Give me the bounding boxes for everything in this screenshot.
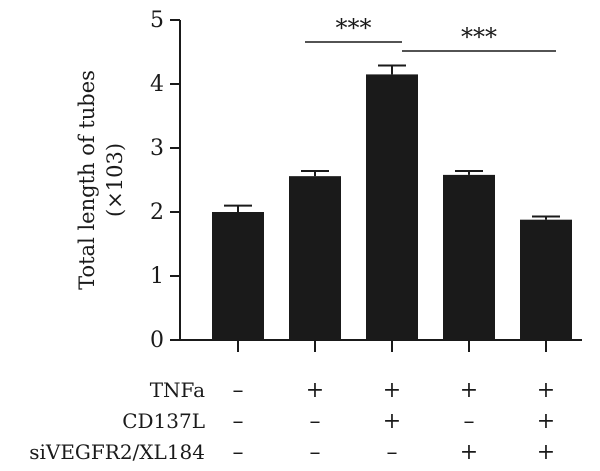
treatment-sign: +: [306, 378, 324, 403]
treatment-sign: +: [460, 440, 478, 465]
treatment-sign: –: [387, 440, 398, 465]
bars: [212, 74, 572, 341]
y-tick-label: 3: [150, 136, 164, 161]
bar: [443, 174, 495, 340]
treatment-sign: –: [464, 409, 475, 434]
bar: [520, 219, 572, 340]
significance-label: ***: [461, 23, 497, 51]
bar: [212, 212, 264, 340]
error-bars: [224, 64, 560, 220]
treatment-sign: +: [537, 409, 555, 434]
treatment-sign: –: [233, 440, 244, 465]
treatment-sign: +: [383, 378, 401, 403]
y-tick-label: 4: [150, 72, 164, 97]
treatment-sign: +: [537, 440, 555, 465]
y-tick-label: 5: [150, 8, 164, 33]
treatment-label: siVEGFR2/XL184: [29, 440, 205, 464]
treatment-sign: –: [310, 409, 321, 434]
treatment-sign: –: [310, 440, 321, 465]
significance-label: ***: [336, 14, 372, 42]
treatment-label: TNFa: [150, 378, 205, 402]
treatment-sign: +: [460, 378, 478, 403]
y-tick-label: 2: [150, 200, 164, 225]
significance-brackets: *** ***: [305, 14, 556, 52]
treatment-table: TNFa – + + + + CD137L – – + – + siVEGFR2/XL184 – – – + +: [29, 378, 555, 465]
bar: [366, 74, 418, 341]
y-axis-title-line2: (×103): [103, 143, 127, 217]
bar: [289, 176, 341, 340]
treatment-sign: –: [233, 378, 244, 403]
treatment-sign: –: [233, 409, 244, 434]
treatment-label: CD137L: [122, 409, 205, 433]
y-tick-label: 0: [150, 328, 164, 353]
y-tick-label: 1: [150, 264, 164, 289]
treatment-sign: +: [537, 378, 555, 403]
treatment-sign: +: [383, 409, 401, 434]
y-axis-title-line1: Total length of tubes: [75, 70, 99, 290]
